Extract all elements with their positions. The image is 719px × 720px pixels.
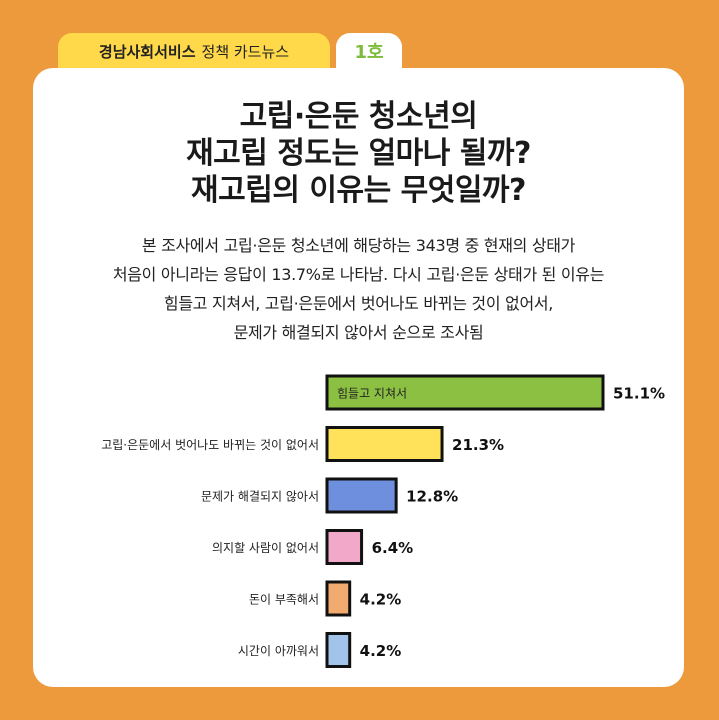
bar-1 xyxy=(325,426,444,462)
category-label-4: 돈이 부족해서 xyxy=(249,593,319,607)
header-tab: 경남사회서비스 정책 카드뉴스 xyxy=(58,33,330,69)
bar-0 xyxy=(325,374,605,411)
org-name: 경남사회서비스 xyxy=(98,42,196,61)
value-label-1: 21.3% xyxy=(452,436,504,454)
bar-2 xyxy=(325,477,398,514)
bar-5 xyxy=(325,632,352,668)
page-title: 고립·은둔 청소년의 재고립 정도는 얼마나 될까? 재고립의 이유는 무엇일까… xyxy=(33,98,684,209)
value-label-0: 51.1% xyxy=(613,385,665,403)
bar-chart: 힘들고 지쳐서 51.1% 고립·은둔에서 벗어나도 바뀌는 것이 없어서 21.3%… xyxy=(101,374,665,668)
title-line-1: 고립·은둔 청소년의 xyxy=(239,99,478,134)
description-line-2: 처음이 아니라는 응답이 13.7%로 나타남. 다시 고립·은둔 상태가 된 … xyxy=(112,265,605,284)
description-line-1: 본 조사에서 고립·은둔 청소년에 해당하는 343명 중 현재의 상태가 xyxy=(141,236,576,255)
description: 본 조사에서 고립·은둔 청소년에 해당하는 343명 중 현재의 상태가 처음… xyxy=(33,231,684,347)
category-label-0: 힘들고 지쳐서 xyxy=(337,387,407,401)
bar-3 xyxy=(325,529,364,565)
header-label: 정책 카드뉴스 xyxy=(201,42,290,61)
description-line-3: 힘들고 지쳐서, 고립·은둔에서 벗어나도 바뀌는 것이 없어서, xyxy=(163,294,554,313)
category-label-2: 문제가 해결되지 않아서 xyxy=(201,490,319,504)
category-label-1: 고립·은둔에서 벗어나도 바뀌는 것이 없어서 xyxy=(101,438,319,452)
title-line-2: 재고립 정도는 얼마나 될까? xyxy=(186,136,531,171)
description-line-4: 문제가 해결되지 않아서 순으로 조사됨 xyxy=(233,323,484,342)
title-line-3: 재고립의 이유는 무엇일까? xyxy=(191,173,526,208)
content-card: 고립·은둔 청소년의 재고립 정도는 얼마나 될까? 재고립의 이유는 무엇일까… xyxy=(33,68,684,687)
category-label-3: 의지할 사람이 없어서 xyxy=(212,541,319,555)
issue-tab: 1호 xyxy=(336,33,402,69)
bar-4 xyxy=(325,580,352,617)
value-label-3: 6.4% xyxy=(372,539,414,557)
value-label-2: 12.8% xyxy=(406,488,458,506)
value-label-5: 4.2% xyxy=(360,642,402,660)
value-label-4: 4.2% xyxy=(360,591,402,609)
category-label-5: 시간이 아까워서 xyxy=(238,644,319,658)
